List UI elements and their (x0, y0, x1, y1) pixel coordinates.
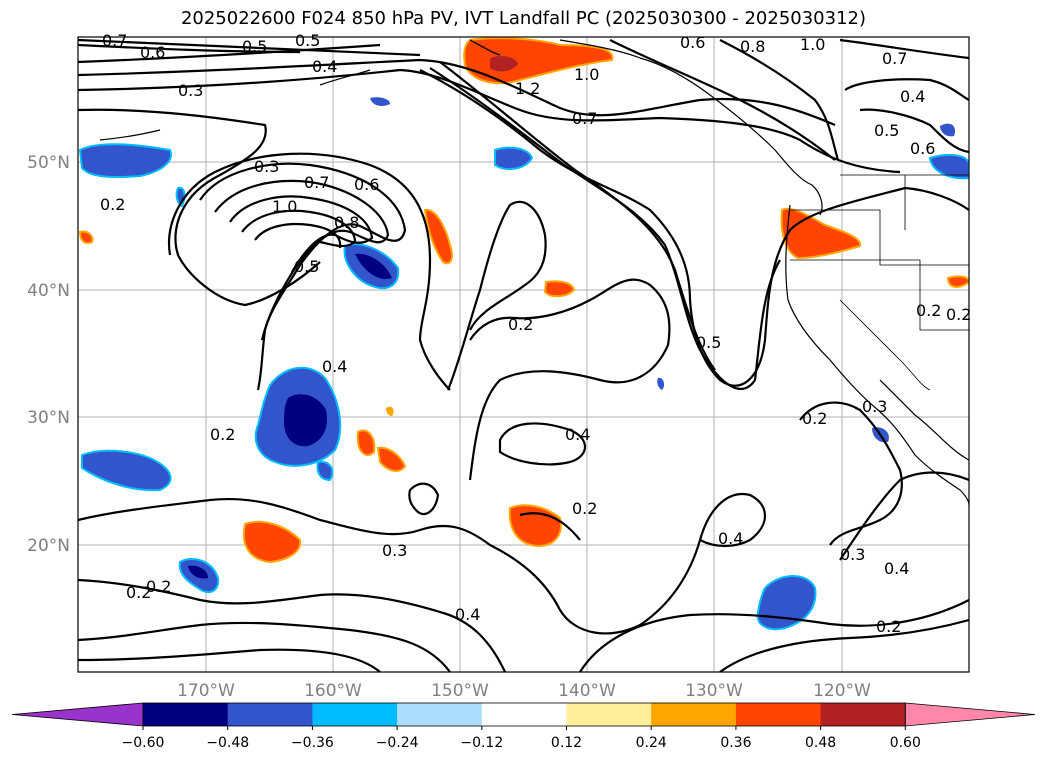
lat-label: 40°N (27, 281, 70, 301)
lat-label: 50°N (27, 153, 70, 173)
contour-label: 0.5 (874, 121, 899, 140)
contour-label: 0.5 (696, 333, 721, 352)
lat-labels: 50°N 40°N 30°N 20°N (27, 153, 70, 556)
lon-label: 140°W (558, 681, 616, 701)
colorbar-segment (397, 703, 483, 726)
contour-label: 0.2 (946, 305, 971, 324)
colorbar: −0.60 −0.48 −0.36 −0.24 −0.12 0.12 0.24 0.36 0.4… (11, 702, 1036, 751)
pv-contours (78, 38, 969, 672)
contour-label: 0.6 (910, 139, 935, 158)
shade-pos-mid (508, 504, 562, 548)
contour-label: 0.4 (900, 87, 925, 106)
shade-neg-east-bay (494, 146, 534, 171)
contour-label: 0.7 (102, 31, 127, 50)
colorbar-segment (651, 703, 737, 726)
colorbar-segment (227, 703, 313, 726)
lat-label: 20°N (27, 536, 70, 556)
shade-pos-sw (242, 520, 302, 564)
map-title: 2025022600 F024 850 hPa PV, IVT Landfall… (180, 8, 867, 29)
contour-label: 0.7 (304, 173, 329, 192)
colorbar-extend-low (11, 702, 144, 727)
contour-label: 0.2 (508, 315, 533, 334)
contour-label: 0.3 (178, 81, 203, 100)
lat-label: 30°N (27, 408, 70, 428)
contour-label: 0.5 (295, 31, 320, 50)
colorbar-tick-label: −0.12 (460, 735, 503, 751)
colorbar-tick-label: −0.24 (376, 735, 419, 751)
lon-label: 130°W (685, 681, 743, 701)
lon-labels: 170°W 160°W 150°W 140°W 130°W 120°W (177, 681, 871, 701)
contour-label: 1.0 (272, 197, 297, 216)
contour-label: 1.0 (574, 65, 599, 84)
contour-label: 0.2 (876, 617, 901, 636)
colorbar-segment (820, 703, 906, 726)
lon-label: 170°W (177, 681, 235, 701)
contour-label: 0.7 (572, 109, 597, 128)
contour-labels: 0.7 0.6 0.5 0.5 0.4 0.3 0.6 0.8 1.0 0.7 … (100, 31, 971, 636)
lon-label: 120°W (813, 681, 871, 701)
colorbar-segment (143, 703, 229, 726)
colorbar-segment (566, 703, 652, 726)
colorbar-extend-high (904, 702, 1036, 727)
contour-label: 1.2 (515, 79, 540, 98)
contour-label: 0.2 (802, 409, 827, 428)
shade-pos-central (423, 208, 453, 265)
colorbar-tick-label: 0.48 (805, 735, 836, 751)
contour-label: 0.3 (862, 397, 887, 416)
contour-label: 0.3 (840, 545, 865, 564)
shaded-regions (78, 37, 969, 631)
colorbar-tick-label: 0.12 (551, 735, 582, 751)
contour-label: 0.6 (354, 175, 379, 194)
contour-label: 0.3 (254, 157, 279, 176)
contour-label: 0.5 (294, 257, 319, 276)
shade-pos-coast (780, 207, 862, 260)
contour-label: 0.6 (140, 43, 165, 62)
contour-label: 0.4 (565, 425, 590, 444)
contour-label: 0.4 (322, 357, 347, 376)
shade-neg-se (756, 575, 817, 631)
shade-neg-ne (928, 153, 969, 180)
colorbar-tick-label: 0.60 (890, 735, 921, 751)
colorbar-outline (142, 702, 906, 727)
colorbar-segment (481, 703, 567, 726)
contour-label: 0.6 (680, 33, 705, 52)
contour-label: 0.2 (126, 583, 151, 602)
colorbar-tick-label: −0.36 (291, 735, 334, 751)
colorbar-segment (312, 703, 398, 726)
colorbar-tick-label: 0.24 (636, 735, 667, 751)
colorbar-tick-label: −0.60 (122, 735, 165, 751)
contour-label: 0.3 (382, 541, 407, 560)
colorbar-segment (735, 703, 822, 726)
contour-label: 0.2 (210, 425, 235, 444)
lon-label: 150°W (431, 681, 489, 701)
lon-label: 160°W (304, 681, 362, 701)
contour-label: 0.4 (718, 529, 743, 548)
contour-label: 0.4 (455, 605, 480, 624)
contour-label: 0.2 (100, 195, 125, 214)
shade-neg-nw (78, 143, 172, 178)
contour-label: 0.2 (916, 301, 941, 320)
map-area (78, 37, 969, 672)
contour-label: 0.2 (146, 577, 171, 596)
colorbar-tick-label: 0.36 (720, 735, 751, 751)
contour-label: 0.8 (334, 213, 359, 232)
contour-label: 0.7 (882, 49, 907, 68)
map-frame (77, 36, 970, 673)
shade-neg-west (81, 449, 172, 492)
contour-label: 0.4 (312, 57, 337, 76)
contour-label: 0.5 (242, 37, 267, 56)
contour-label: 0.4 (884, 559, 909, 578)
colorbar-tick-label: −0.48 (206, 735, 249, 751)
shade-neg-north (370, 97, 390, 106)
contour-label: 0.2 (572, 499, 597, 518)
contour-label: 0.8 (740, 37, 765, 56)
contour-label: 1.0 (800, 35, 825, 54)
shade-pos-north (463, 37, 614, 85)
coastlines (99, 39, 969, 506)
